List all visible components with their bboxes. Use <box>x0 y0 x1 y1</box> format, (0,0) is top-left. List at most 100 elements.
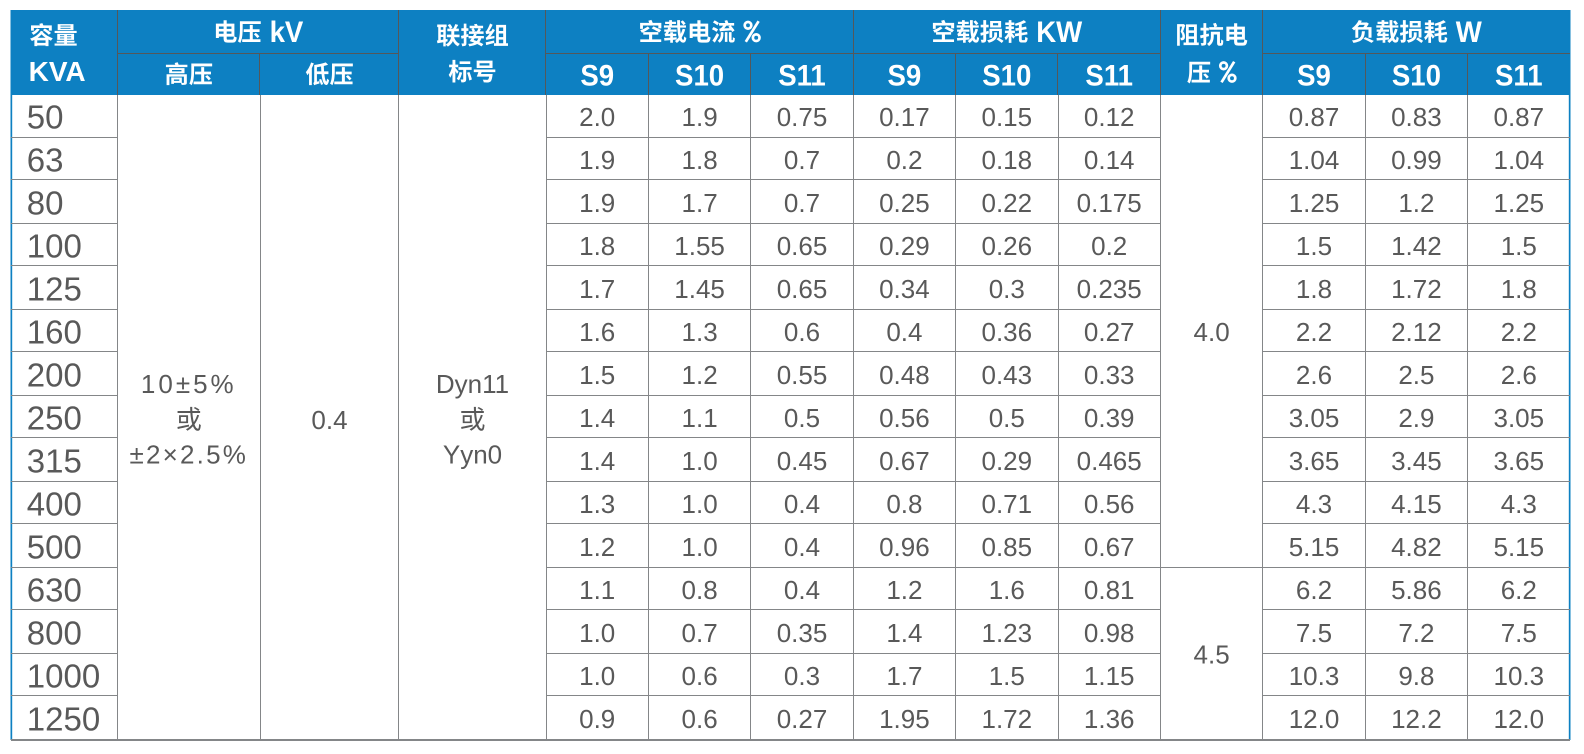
svg-text:2.6: 2.6 <box>1296 360 1332 390</box>
svg-text:6.2: 6.2 <box>1501 575 1537 605</box>
svg-text:1.8: 1.8 <box>682 145 718 175</box>
svg-text:0.5: 0.5 <box>784 403 820 433</box>
svg-text:1.5: 1.5 <box>989 661 1025 691</box>
svg-text:0.9: 0.9 <box>579 704 615 734</box>
svg-text:1.2: 1.2 <box>1398 188 1434 218</box>
svg-text:3.65: 3.65 <box>1289 446 1340 476</box>
svg-text:7.2: 7.2 <box>1398 618 1434 648</box>
svg-text:1.2: 1.2 <box>682 360 718 390</box>
svg-text:630: 630 <box>27 572 82 609</box>
svg-text:1.5: 1.5 <box>579 360 615 390</box>
svg-text:1.3: 1.3 <box>682 317 718 347</box>
svg-text:1.4: 1.4 <box>579 446 615 476</box>
svg-text:S11: S11 <box>1085 60 1133 93</box>
svg-text:0.15: 0.15 <box>981 102 1032 132</box>
svg-text:1.8: 1.8 <box>1296 274 1332 304</box>
svg-text:1.0: 1.0 <box>682 446 718 476</box>
svg-text:0.45: 0.45 <box>777 446 828 476</box>
svg-text:kV: kV <box>270 16 304 49</box>
svg-text:0.6: 0.6 <box>682 704 718 734</box>
svg-text:5.86: 5.86 <box>1391 575 1442 605</box>
svg-text:0.2: 0.2 <box>1091 231 1127 261</box>
svg-text:1.15: 1.15 <box>1084 661 1135 691</box>
svg-text:1.9: 1.9 <box>682 102 718 132</box>
svg-text:0.29: 0.29 <box>879 231 930 261</box>
svg-text:500: 500 <box>27 529 82 566</box>
svg-text:S9: S9 <box>580 60 614 93</box>
svg-text:S9: S9 <box>1297 60 1331 93</box>
svg-text:250: 250 <box>27 400 82 437</box>
svg-text:KVA: KVA <box>29 56 86 87</box>
svg-text:0.4: 0.4 <box>784 575 820 605</box>
svg-text:3.45: 3.45 <box>1391 446 1442 476</box>
svg-text:0.85: 0.85 <box>981 532 1032 562</box>
svg-text:1.1: 1.1 <box>682 403 718 433</box>
svg-text:1.1: 1.1 <box>579 575 615 605</box>
svg-text:0.65: 0.65 <box>777 231 828 261</box>
svg-text:1.2: 1.2 <box>886 575 922 605</box>
svg-text:0.29: 0.29 <box>981 446 1032 476</box>
svg-text:0.43: 0.43 <box>981 360 1032 390</box>
svg-text:S10: S10 <box>675 60 724 93</box>
svg-text:7.5: 7.5 <box>1501 618 1537 648</box>
svg-text:1.23: 1.23 <box>981 618 1032 648</box>
svg-text:0.465: 0.465 <box>1077 446 1142 476</box>
svg-text:63: 63 <box>27 142 64 179</box>
svg-text:W: W <box>1456 16 1483 49</box>
svg-text:6.2: 6.2 <box>1296 575 1332 605</box>
svg-text:0.6: 0.6 <box>784 317 820 347</box>
svg-text:1.0: 1.0 <box>579 618 615 648</box>
svg-text:80: 80 <box>27 185 64 222</box>
svg-text:0.3: 0.3 <box>989 274 1025 304</box>
svg-text:0.26: 0.26 <box>981 231 1032 261</box>
svg-text:0.36: 0.36 <box>981 317 1032 347</box>
svg-text:S10: S10 <box>1392 60 1441 93</box>
svg-text:0.67: 0.67 <box>879 446 930 476</box>
svg-text:2.2: 2.2 <box>1296 317 1332 347</box>
svg-text:±2×2.5%: ±2×2.5% <box>130 440 249 470</box>
svg-text:1.72: 1.72 <box>981 704 1032 734</box>
svg-text:0.17: 0.17 <box>879 102 930 132</box>
svg-text:1.5: 1.5 <box>1501 231 1537 261</box>
svg-text:2.9: 2.9 <box>1398 403 1434 433</box>
svg-text:0.55: 0.55 <box>777 360 828 390</box>
svg-text:1.25: 1.25 <box>1289 188 1340 218</box>
svg-text:1.9: 1.9 <box>579 188 615 218</box>
svg-text:0.39: 0.39 <box>1084 403 1135 433</box>
svg-text:1.6: 1.6 <box>579 317 615 347</box>
svg-text:400: 400 <box>27 486 82 523</box>
svg-text:0.33: 0.33 <box>1084 360 1135 390</box>
svg-text:0.235: 0.235 <box>1077 274 1142 304</box>
svg-text:1.2: 1.2 <box>579 532 615 562</box>
svg-text:0.4: 0.4 <box>311 405 347 435</box>
svg-text:4.0: 4.0 <box>1194 317 1230 347</box>
svg-text:12.0: 12.0 <box>1289 704 1340 734</box>
svg-text:1.9: 1.9 <box>579 145 615 175</box>
svg-text:1.72: 1.72 <box>1391 274 1442 304</box>
svg-text:1.8: 1.8 <box>1501 274 1537 304</box>
svg-text:S10: S10 <box>982 60 1031 93</box>
svg-text:1.3: 1.3 <box>579 489 615 519</box>
svg-text:315: 315 <box>27 443 82 480</box>
svg-text:12.2: 12.2 <box>1391 704 1442 734</box>
svg-text:0.56: 0.56 <box>1084 489 1135 519</box>
svg-text:5.15: 5.15 <box>1493 532 1544 562</box>
svg-text:1.5: 1.5 <box>1296 231 1332 261</box>
svg-text:1.7: 1.7 <box>682 188 718 218</box>
svg-text:0.35: 0.35 <box>777 618 828 648</box>
svg-text:200: 200 <box>27 357 82 394</box>
svg-text:4.3: 4.3 <box>1296 489 1332 519</box>
svg-text:1.04: 1.04 <box>1289 145 1340 175</box>
svg-text:2.5: 2.5 <box>1398 360 1434 390</box>
svg-text:3.65: 3.65 <box>1493 446 1544 476</box>
svg-text:0.71: 0.71 <box>981 489 1032 519</box>
svg-text:0.4: 0.4 <box>784 489 820 519</box>
svg-text:0.98: 0.98 <box>1084 618 1135 648</box>
svg-text:0.34: 0.34 <box>879 274 930 304</box>
svg-text:160: 160 <box>27 314 82 351</box>
svg-text:0.3: 0.3 <box>784 661 820 691</box>
svg-text:1.36: 1.36 <box>1084 704 1135 734</box>
svg-text:1.95: 1.95 <box>879 704 930 734</box>
svg-text:0.81: 0.81 <box>1084 575 1135 605</box>
svg-text:2.0: 2.0 <box>579 102 615 132</box>
